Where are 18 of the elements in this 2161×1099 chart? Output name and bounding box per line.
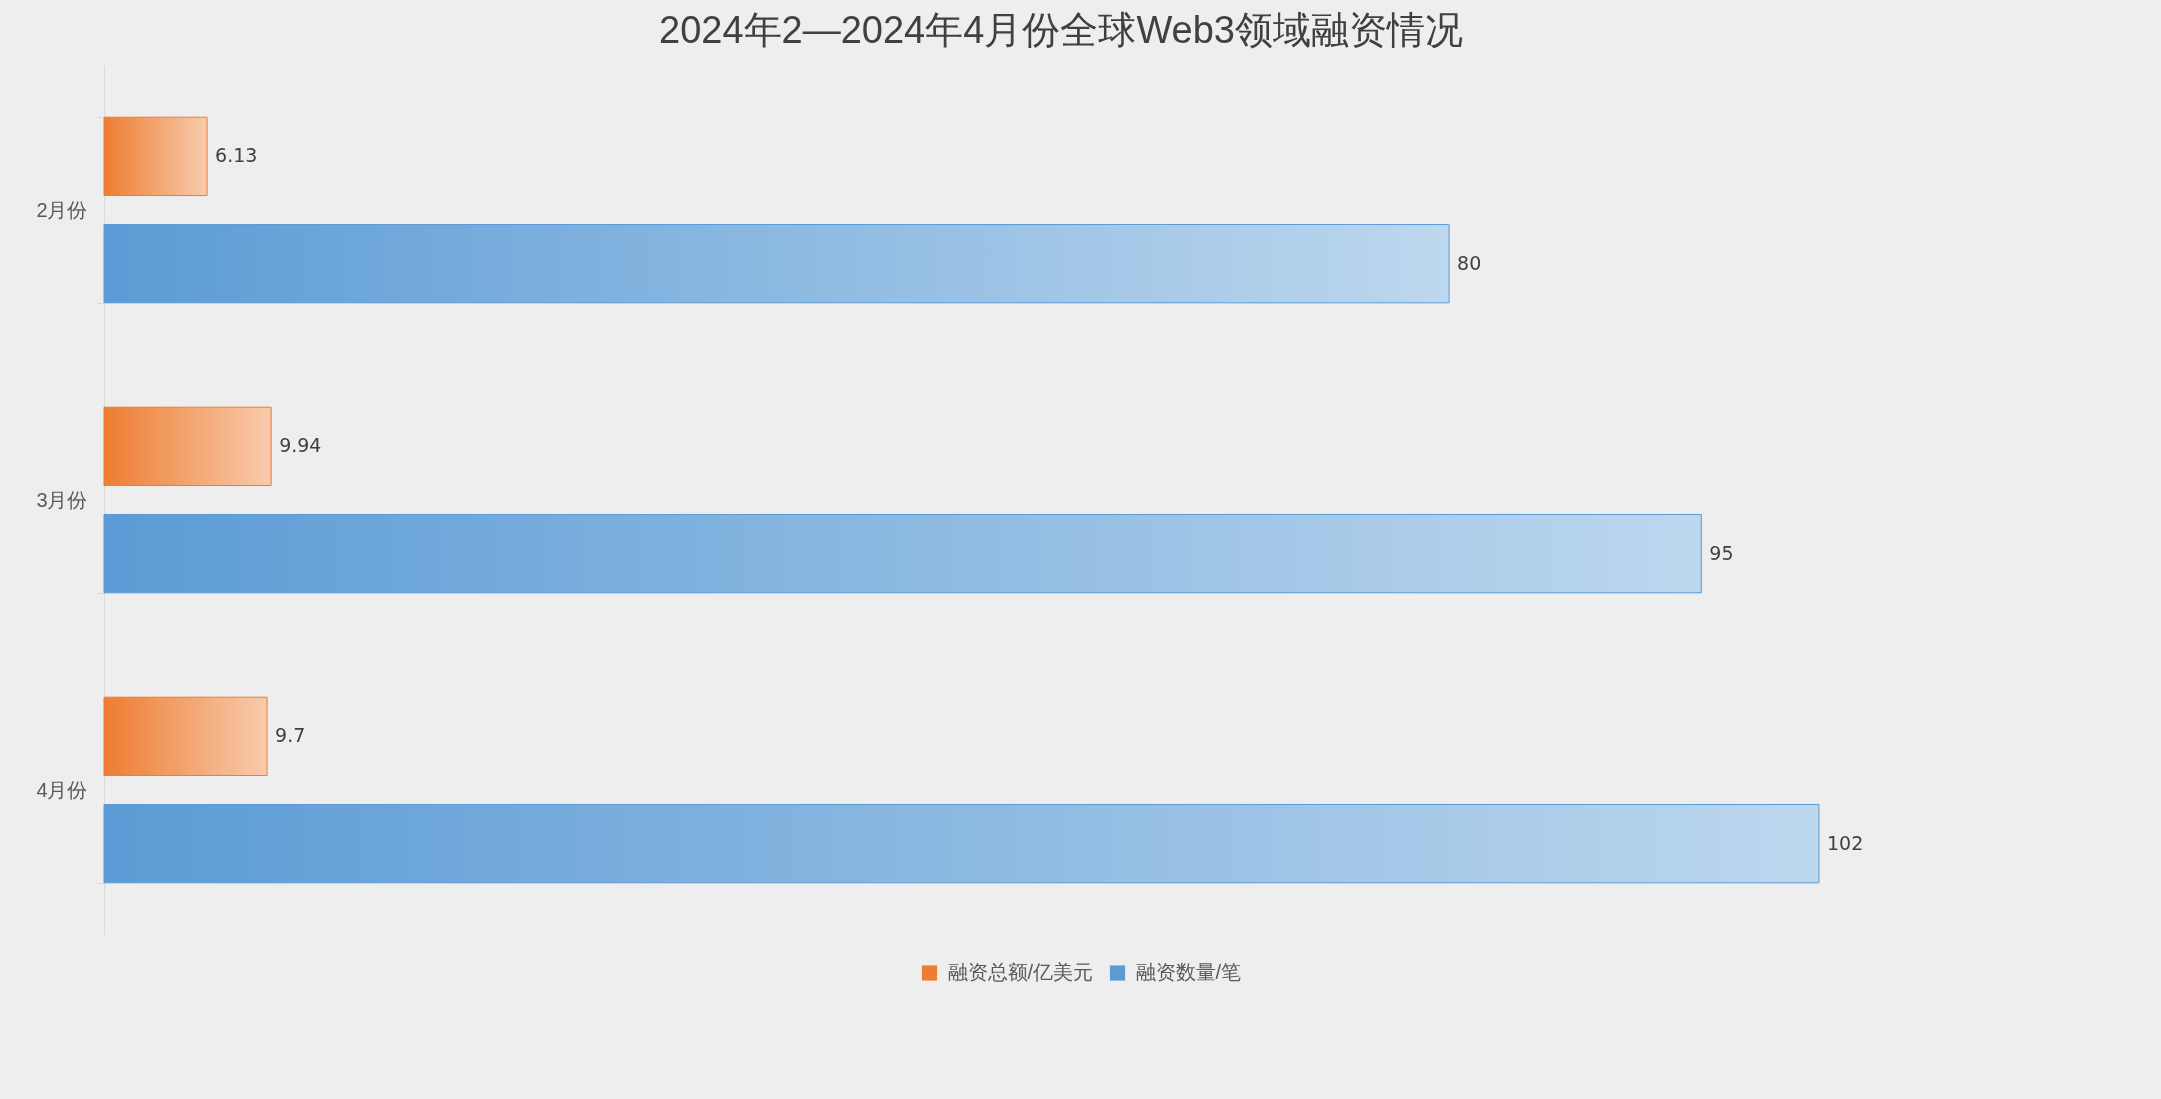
chart-title: 2024年2—2024年4月份全球Web3领域融资情况 [659,9,1463,51]
bar [103,513,1702,594]
bar [103,116,208,197]
bar [103,803,1820,884]
y-tick-label: 4月份 [36,778,88,801]
data-label: 80 [1457,251,1482,274]
bar [103,406,272,487]
y-tick-label: 2月份 [36,198,88,221]
data-label: 95 [1709,541,1734,564]
legend-label: 融资数量/笔 [1135,961,1242,983]
data-label: 9.94 [279,434,322,457]
bar [103,223,1450,304]
data-label: 102 [1827,831,1864,854]
legend-label: 融资总额/亿美元 [947,961,1094,983]
data-label: 9.7 [275,724,306,747]
data-label: 6.13 [215,144,258,167]
y-tick-label: 3月份 [36,488,88,511]
bar [103,696,268,777]
